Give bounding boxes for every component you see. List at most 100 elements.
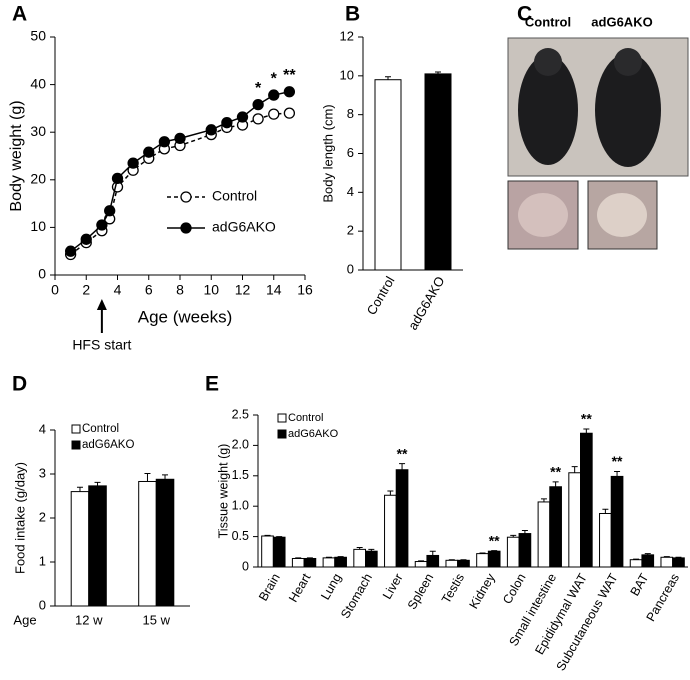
bar bbox=[88, 485, 107, 607]
significance: * bbox=[255, 80, 262, 97]
significance: * bbox=[271, 70, 278, 87]
error-bar bbox=[448, 559, 455, 561]
marker bbox=[96, 219, 108, 231]
marker bbox=[104, 205, 116, 217]
bar bbox=[580, 432, 593, 568]
x-tick-label: Colon bbox=[500, 571, 528, 606]
error-bar bbox=[583, 428, 590, 434]
error-bar bbox=[479, 552, 486, 554]
legend-label: adG6AKO bbox=[82, 439, 134, 451]
bar bbox=[457, 559, 470, 568]
x-tick-label: Heart bbox=[286, 571, 314, 605]
x-tick-label: 12 w bbox=[75, 612, 103, 627]
panel-letter: B bbox=[345, 3, 360, 26]
x-tick-label: Liver bbox=[380, 571, 406, 601]
y-tick-label: 20 bbox=[30, 171, 46, 187]
marker bbox=[80, 233, 92, 245]
error-bar bbox=[387, 490, 394, 496]
photo-label: adG6AKO bbox=[591, 14, 652, 29]
y-tick-label: 2 bbox=[347, 223, 354, 238]
mouse-head bbox=[534, 48, 562, 76]
y-axis-label: Body weight (g) bbox=[8, 100, 25, 211]
marker bbox=[174, 132, 186, 145]
significance: ** bbox=[612, 453, 623, 469]
annotation: HFS start bbox=[72, 337, 131, 353]
bar bbox=[424, 73, 452, 271]
panel-letter: E bbox=[205, 373, 219, 396]
significance: ** bbox=[550, 464, 561, 480]
arrow-head bbox=[96, 299, 107, 310]
error-bar bbox=[460, 559, 467, 561]
marker bbox=[64, 245, 77, 257]
photo-panel: Control adG6AKO bbox=[507, 14, 689, 250]
error-bar bbox=[325, 556, 332, 558]
mouse bbox=[518, 55, 578, 165]
error-bar bbox=[510, 534, 517, 538]
error-bar bbox=[675, 556, 682, 558]
x-tick-label: Kidney bbox=[467, 571, 499, 612]
error-bar bbox=[306, 557, 313, 559]
marker bbox=[283, 86, 296, 98]
error-bar bbox=[356, 547, 363, 550]
error-bar bbox=[295, 557, 302, 559]
y-tick-label: 6 bbox=[347, 145, 354, 160]
y-axis-label: Body length (cm) bbox=[320, 104, 335, 202]
y-tick-label: 1 bbox=[39, 553, 46, 568]
x-tick-label: 12 bbox=[235, 282, 251, 298]
bar bbox=[487, 550, 501, 568]
marker bbox=[252, 98, 264, 111]
significance: ** bbox=[283, 67, 296, 84]
marker bbox=[143, 146, 155, 158]
error-bar bbox=[521, 530, 528, 534]
bar bbox=[291, 557, 305, 568]
marker bbox=[283, 107, 296, 119]
bar bbox=[518, 533, 532, 568]
bar bbox=[445, 559, 459, 568]
y-tick-label: 50 bbox=[30, 28, 46, 44]
x-tick-label: 8 bbox=[176, 282, 184, 298]
error-bar bbox=[571, 466, 578, 473]
bar bbox=[549, 486, 562, 568]
y-tick-label: 0 bbox=[39, 597, 46, 612]
error-bar bbox=[162, 474, 169, 480]
x-tick-label: 6 bbox=[145, 282, 153, 298]
x-tick-label: 16 bbox=[297, 282, 313, 298]
error-bar bbox=[614, 471, 621, 477]
legend-label: Control bbox=[212, 188, 257, 204]
x-tick-label: 2 bbox=[82, 282, 90, 298]
y-axis-label: Food intake (g/day) bbox=[12, 462, 27, 574]
x-tick-label: 0 bbox=[51, 282, 59, 298]
bar bbox=[641, 554, 655, 568]
legend-swatch bbox=[277, 429, 287, 439]
legend-marker bbox=[180, 222, 192, 234]
x-tick-label: Lung bbox=[318, 571, 344, 602]
error-bar bbox=[94, 481, 101, 486]
marker bbox=[127, 157, 139, 169]
bar bbox=[426, 554, 440, 568]
error-bar bbox=[429, 550, 436, 556]
y-tick-label: 0.5 bbox=[232, 529, 249, 543]
y-tick-label: 12 bbox=[340, 28, 354, 43]
panel-letter: D bbox=[12, 373, 27, 396]
error-bar bbox=[491, 550, 498, 552]
bar bbox=[610, 475, 624, 568]
x-tick-label: Testis bbox=[439, 571, 467, 606]
bar bbox=[155, 478, 175, 607]
x-tick-label: BAT bbox=[628, 571, 652, 599]
x-tick-label: Control bbox=[364, 274, 398, 318]
error-bar bbox=[76, 486, 83, 492]
error-bar bbox=[276, 536, 283, 538]
error-bar bbox=[399, 463, 406, 470]
error-bar bbox=[540, 498, 547, 502]
bar bbox=[660, 556, 674, 568]
error-bar bbox=[144, 473, 151, 482]
error-bar bbox=[663, 556, 670, 558]
panel-letter: A bbox=[12, 3, 27, 26]
error-bar bbox=[644, 553, 651, 555]
error-bar bbox=[385, 76, 391, 80]
significance: ** bbox=[581, 411, 592, 427]
marker bbox=[158, 136, 171, 148]
x-axis-label: Age (weeks) bbox=[138, 307, 232, 326]
bar bbox=[629, 559, 643, 568]
bar bbox=[506, 536, 520, 568]
